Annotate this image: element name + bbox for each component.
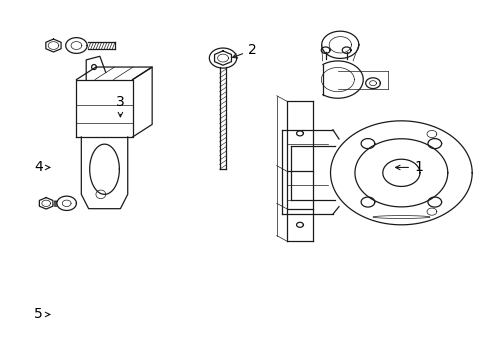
Text: 2: 2 — [233, 43, 257, 58]
Text: 4: 4 — [34, 161, 50, 175]
Text: 5: 5 — [34, 307, 50, 321]
Text: 1: 1 — [395, 161, 423, 175]
Text: 3: 3 — [116, 95, 125, 117]
